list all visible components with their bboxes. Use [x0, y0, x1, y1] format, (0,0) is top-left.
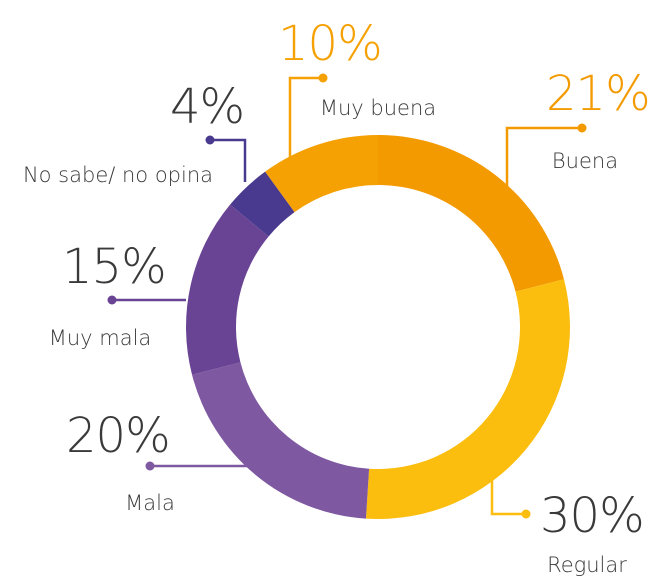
- leader-dot: [521, 509, 531, 519]
- value-label: 21%: [546, 66, 650, 122]
- leader-line: [150, 446, 260, 468]
- leader-line: [288, 76, 323, 160]
- donut-slice: [365, 279, 570, 520]
- category-label: Mala: [125, 491, 175, 515]
- leader-dot: [107, 295, 117, 305]
- value-label: 30%: [540, 488, 644, 544]
- donut-slice: [186, 204, 269, 375]
- leader-line: [505, 126, 582, 190]
- category-label: Muy mala: [49, 326, 152, 350]
- value-label: 10%: [278, 16, 382, 72]
- leader-line: [210, 138, 247, 182]
- leader-dot: [205, 135, 215, 145]
- category-label: No sabe/ no opina: [23, 163, 213, 187]
- category-label: Buena: [552, 149, 618, 173]
- value-label: 4%: [170, 79, 244, 135]
- donut-slice: [192, 362, 370, 519]
- leader-dot: [577, 123, 587, 133]
- donut-slice: [378, 135, 564, 292]
- leader-dot: [145, 461, 155, 471]
- leader-dot: [318, 73, 328, 83]
- donut-slice: [230, 171, 295, 237]
- value-label: 15%: [62, 239, 166, 295]
- category-label: Muy buena: [320, 96, 436, 120]
- donut-slice: [265, 135, 378, 213]
- leader-line: [490, 472, 526, 516]
- category-label: Regular: [547, 553, 627, 577]
- value-label: 20%: [66, 408, 170, 464]
